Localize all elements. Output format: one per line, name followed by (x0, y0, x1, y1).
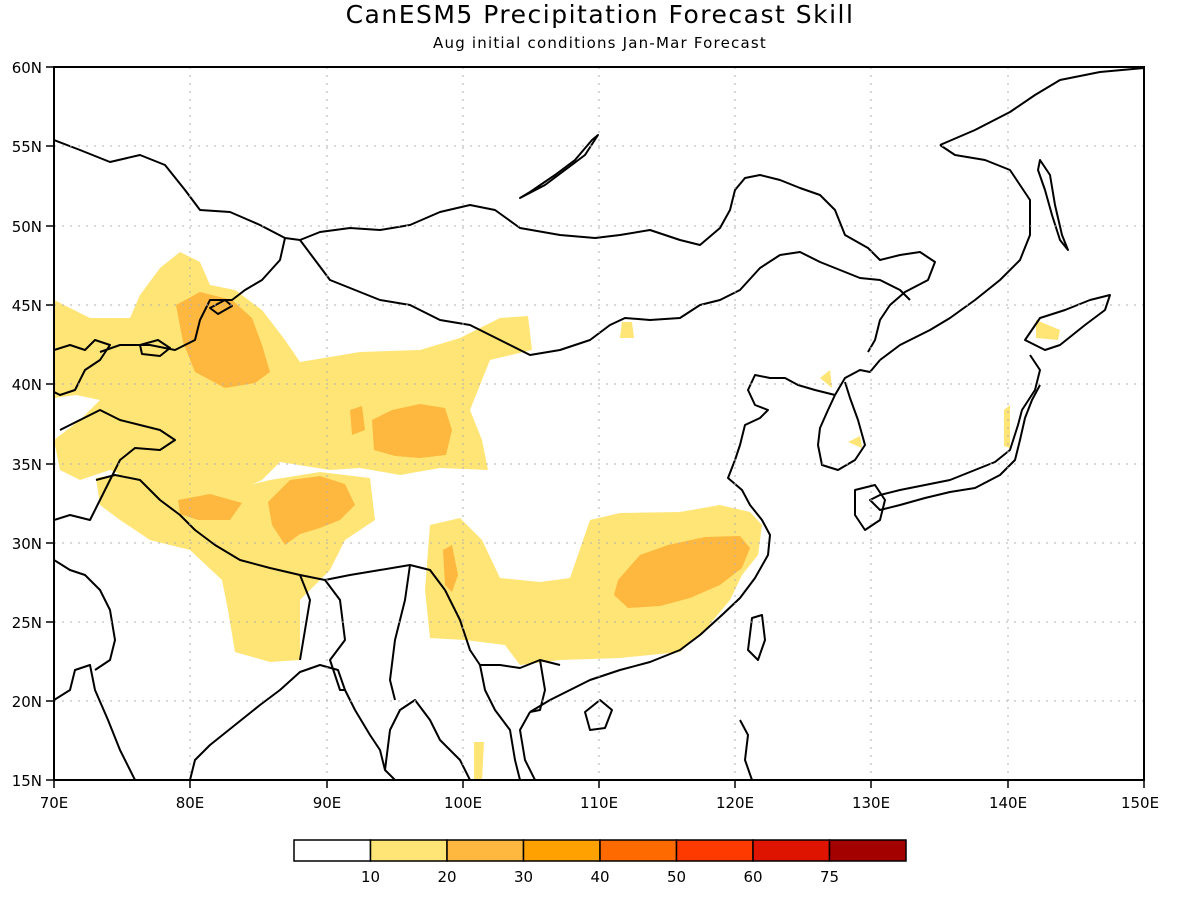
border-mongolia-china (299, 239, 911, 356)
lon-label: 150E (1121, 794, 1159, 812)
lat-label: 20N (12, 693, 42, 711)
skill-region-tarim (372, 404, 452, 458)
skill-region-tibetan-plateau (268, 476, 355, 545)
colorbar-label: 75 (820, 868, 839, 886)
coastline-honshu (869, 354, 1041, 511)
skill-patch-yunnan (443, 545, 458, 592)
lon-label: 120E (716, 794, 754, 812)
lat-label: 40N (12, 376, 42, 394)
border-layer (54, 139, 936, 780)
colorbar-swatch (752, 839, 831, 862)
colorbar-label: 50 (667, 868, 686, 886)
lat-label: 60N (12, 59, 42, 77)
skill-patch-mongolia (620, 322, 634, 338)
lat-label: 35N (12, 456, 42, 474)
coastline-okhotsk-sea (879, 144, 1031, 361)
coastline-hainan (584, 699, 613, 731)
lon-label: 70E (40, 794, 69, 812)
skill-patch-indochina (474, 742, 484, 780)
colorbar: 10 20 30 40 50 60 75 (293, 839, 907, 886)
border-kazakhstan-china (99, 237, 286, 353)
lat-axis-labels: 15N 20N 25N 30N 35N 40N 45N 50N 55N 60N (12, 59, 42, 790)
skill-region-hokkaido (1036, 320, 1060, 340)
lon-label: 110E (580, 794, 618, 812)
colorbar-swatch (369, 839, 448, 862)
map-title: CanESM5 Precipitation Forecast Skill (345, 0, 855, 29)
coastline-indochina (384, 699, 536, 780)
colorbar-swatch (293, 839, 372, 862)
skill-patch-honshu (1004, 405, 1010, 448)
colorbar-swatch (522, 839, 601, 862)
border-indochina (479, 659, 546, 780)
colorbar-label: 10 (361, 868, 380, 886)
map-subtitle: Aug initial conditions Jan-Mar Forecast (433, 34, 767, 52)
lon-axis-labels: 70E 80E 90E 100E 110E 120E 130E 140E 150… (40, 794, 1159, 812)
gridlines (54, 67, 1144, 780)
coastline-sakhalin (1037, 159, 1069, 251)
skill-patch-qaidam (350, 406, 365, 435)
lon-label: 130E (852, 794, 890, 812)
colorbar-swatch (599, 839, 678, 862)
lat-label: 25N (12, 614, 42, 632)
colorbar-label: 60 (743, 868, 762, 886)
skill-region-lake-balkhash (176, 292, 270, 388)
coastline-kyushu (854, 484, 886, 531)
skill-region-central-asia (54, 252, 532, 498)
lon-label: 80E (176, 794, 205, 812)
lon-label: 90E (313, 794, 342, 812)
colorbar-swatch (446, 839, 525, 862)
tick-marks (46, 66, 1145, 788)
coastline-aral (139, 339, 171, 357)
lat-label: 50N (12, 218, 42, 236)
skill-patch-west-tibet (178, 494, 242, 520)
colorbar-label: 30 (514, 868, 533, 886)
border-himalaya (95, 474, 446, 591)
coastline-caspian (54, 339, 111, 396)
lon-label: 140E (989, 794, 1027, 812)
coastline-bengal (189, 664, 386, 780)
colorbar-swatch (675, 839, 754, 862)
colorbar-label: 20 (437, 868, 456, 886)
coastline-taiwan (747, 614, 766, 661)
lat-label: 45N (12, 297, 42, 315)
skill-patch-shandong (848, 436, 862, 448)
coastline-kamchatka-okhotsk (939, 67, 1144, 146)
lat-label: 15N (12, 772, 42, 790)
coastline-india-west (54, 664, 136, 780)
skill-fill-layer (54, 252, 1060, 780)
border-south-asia (299, 564, 561, 701)
lat-label: 55N (12, 138, 42, 156)
colorbar-swatch (828, 839, 907, 862)
skill-region-hunan-jiangxi (614, 536, 750, 608)
coastline-layer (54, 67, 1144, 780)
coastline-balkhash (209, 299, 233, 315)
coastline-luzon (739, 719, 753, 780)
colorbar-label: 40 (590, 868, 609, 886)
coastline-hokkaido (1024, 294, 1111, 351)
skill-patch-korea (820, 370, 832, 388)
border-central-asia (54, 409, 176, 671)
coastline-china-korea (529, 359, 881, 713)
lat-label: 30N (12, 535, 42, 553)
coastline-baikal (519, 134, 599, 199)
border-russia-south (54, 139, 936, 353)
lon-label: 100E (444, 794, 482, 812)
